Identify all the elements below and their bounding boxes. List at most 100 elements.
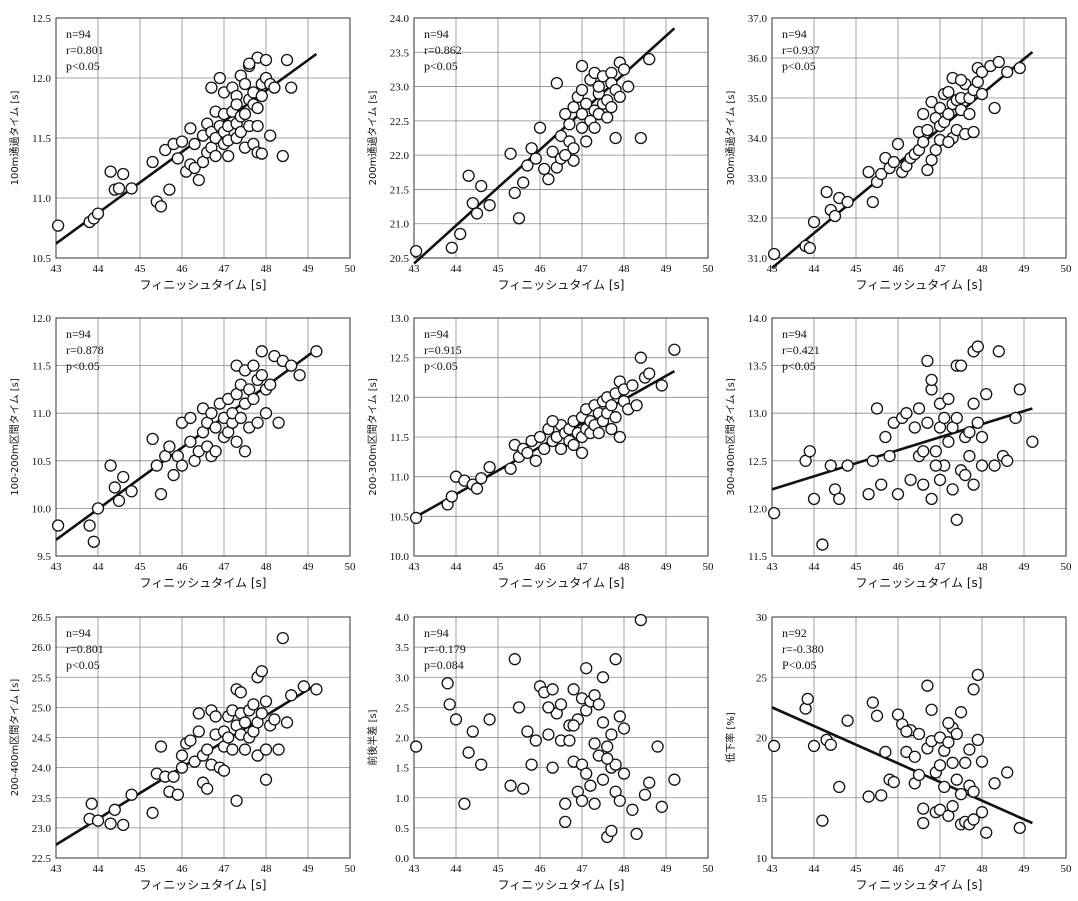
x-tick-label: 47 xyxy=(577,561,589,573)
data-point xyxy=(83,519,96,532)
data-point xyxy=(483,460,496,474)
data-point xyxy=(959,468,972,482)
y-tick-label: 32.0 xyxy=(748,213,768,225)
x-tick-label: 43 xyxy=(409,863,421,875)
data-point xyxy=(91,814,105,827)
y-axis-label: 300-400m区間タイム [s] xyxy=(725,378,737,496)
data-point xyxy=(542,701,555,714)
x-tick-label: 43 xyxy=(767,263,779,275)
stat-annotation: r=0.801 xyxy=(66,43,104,57)
data-point xyxy=(938,411,951,425)
data-point xyxy=(462,746,475,759)
data-point xyxy=(828,209,842,223)
y-tick-label: 2.5 xyxy=(395,702,409,714)
data-point xyxy=(280,716,294,729)
data-point xyxy=(184,734,197,747)
x-tick-label: 50 xyxy=(1061,561,1073,573)
data-point xyxy=(879,745,892,759)
x-tick-label: 43 xyxy=(767,863,779,875)
data-point xyxy=(264,378,277,391)
regression-line xyxy=(413,27,676,265)
data-point xyxy=(963,107,976,121)
y-tick-label: 10.0 xyxy=(32,503,52,515)
y-tick-label: 22.5 xyxy=(32,853,52,865)
data-point xyxy=(638,788,652,801)
data-point xyxy=(226,743,239,756)
data-point xyxy=(483,713,496,726)
data-point xyxy=(255,368,268,382)
x-tick-label: 44 xyxy=(809,561,821,573)
data-point xyxy=(605,728,618,741)
plot-frame xyxy=(55,616,351,859)
data-point xyxy=(230,435,243,448)
x-tick-label: 45 xyxy=(493,263,505,275)
x-tick-label: 49 xyxy=(661,863,673,875)
x-tick-label: 48 xyxy=(977,863,989,875)
data-point xyxy=(917,802,930,815)
data-point xyxy=(125,485,138,498)
data-point xyxy=(542,172,555,186)
data-point xyxy=(634,613,647,627)
data-point xyxy=(255,147,268,160)
y-tick-label: 4.0 xyxy=(395,612,409,624)
x-tick-label: 49 xyxy=(1019,863,1031,875)
x-tick-label: 46 xyxy=(177,863,189,875)
y-axis-label: 低下率 [%] xyxy=(724,712,737,763)
data-point xyxy=(933,759,947,772)
data-point xyxy=(104,817,117,830)
y-tick-label: 14.0 xyxy=(748,313,768,325)
data-point xyxy=(942,135,955,149)
data-point xyxy=(91,207,105,220)
stat-annotation: n=94 xyxy=(66,27,91,41)
x-tick-label: 48 xyxy=(619,263,631,275)
data-point xyxy=(559,148,572,162)
data-point xyxy=(259,53,273,67)
y-tick-label: 11.5 xyxy=(748,551,767,563)
data-point xyxy=(655,800,668,813)
data-point xyxy=(921,354,934,367)
regression-line xyxy=(771,407,1033,491)
y-tick-label: 12.0 xyxy=(32,73,52,85)
scatter-panel-7: 43 44 45 46 47 48 49 50 22.5 23.0 23.5 24.0 24.5 25.0… xyxy=(9,612,356,892)
y-tick-label: 9.5 xyxy=(37,551,51,563)
data-point xyxy=(971,340,984,353)
data-point xyxy=(504,779,517,792)
data-point xyxy=(546,683,559,696)
data-point xyxy=(445,490,458,503)
y-tick-label: 34.0 xyxy=(748,133,768,145)
data-point xyxy=(605,399,618,412)
data-point xyxy=(441,677,454,690)
data-point xyxy=(268,81,281,94)
x-tick-label: 49 xyxy=(303,863,315,875)
data-point xyxy=(575,121,589,134)
data-point xyxy=(201,782,214,795)
x-tick-label: 46 xyxy=(535,561,547,573)
data-point xyxy=(108,481,121,494)
y-tick-label: 11.0 xyxy=(32,193,51,205)
data-point xyxy=(268,713,281,726)
data-point xyxy=(310,345,323,358)
data-point xyxy=(163,440,176,453)
data-point xyxy=(925,492,938,506)
scatter-panel-4: 43 44 45 46 47 48 49 50 9.5 10.0 10.5 11.0 11.5 12.0 フ… xyxy=(9,313,356,590)
y-tick-label: 0.0 xyxy=(395,853,409,865)
data-point xyxy=(971,416,984,429)
plot-frame xyxy=(55,317,351,557)
data-point xyxy=(146,155,159,169)
data-point xyxy=(238,107,252,121)
data-point xyxy=(820,185,833,199)
data-point xyxy=(950,411,963,425)
data-point xyxy=(605,824,618,838)
data-point xyxy=(546,761,559,774)
stat-annotation: p<0.05 xyxy=(782,59,816,73)
data-point xyxy=(975,65,989,79)
x-tick-label: 47 xyxy=(219,863,231,875)
data-point xyxy=(104,459,117,472)
data-point xyxy=(975,430,989,444)
data-point xyxy=(613,90,626,104)
data-point xyxy=(222,149,235,163)
x-axis-label: フィニッシュタイム [s] xyxy=(498,576,625,590)
data-point xyxy=(85,797,98,810)
data-point xyxy=(154,200,168,213)
x-tick-label: 45 xyxy=(135,561,147,573)
